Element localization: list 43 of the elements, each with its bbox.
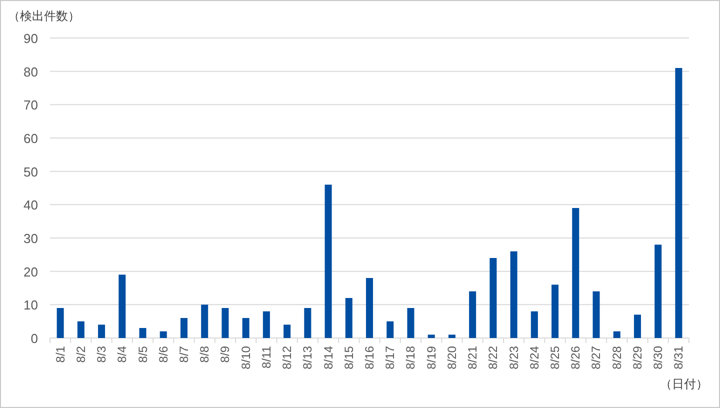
- xtick: 8/26: [568, 346, 583, 370]
- xtick: 8/21: [466, 346, 480, 370]
- xtick: 8/14: [321, 346, 336, 370]
- xtick: 8/13: [300, 346, 315, 370]
- xtick: 8/17: [383, 346, 398, 370]
- ytick: 60: [24, 131, 38, 146]
- xtick: 8/18: [404, 346, 418, 370]
- xtick: 8/22: [486, 346, 500, 370]
- xtick: 8/12: [280, 346, 294, 370]
- xlabel: （日付）: [660, 377, 708, 391]
- xtick: 8/20: [444, 346, 459, 370]
- ytick: 10: [24, 298, 38, 313]
- xtick: 8/25: [548, 346, 562, 370]
- xtick: 8/28: [610, 346, 624, 370]
- xtick: 8/16: [362, 346, 376, 370]
- xtick: 8/15: [342, 346, 356, 370]
- xtick: 8/29: [630, 346, 644, 370]
- xtick: 8/4: [115, 346, 130, 363]
- ylabel: （検出件数）: [8, 9, 80, 23]
- ytick: 40: [24, 198, 38, 213]
- xtick: 8/9: [218, 346, 232, 363]
- ytick: 80: [24, 64, 38, 80]
- xtick: 8/11: [259, 346, 274, 368]
- xtick: 8/3: [94, 346, 109, 363]
- xtick: 8/24: [527, 346, 542, 370]
- xtick: 8/31: [672, 346, 686, 370]
- xtick: 8/1: [53, 346, 68, 363]
- xtick: 8/19: [424, 346, 438, 370]
- xtick: 8/30: [651, 346, 666, 370]
- xtick: 8/10: [238, 346, 253, 370]
- xtick: 8/2: [74, 346, 88, 363]
- ytick: 0: [30, 331, 38, 346]
- ytick: 90: [24, 31, 38, 46]
- ytick: 70: [24, 98, 38, 113]
- xtick: 8/5: [136, 346, 150, 363]
- ytick: 20: [24, 264, 38, 280]
- xtick: 8/8: [198, 346, 212, 363]
- xtick: 8/27: [589, 346, 604, 370]
- ytick: 50: [24, 164, 38, 180]
- xtick: 8/6: [156, 346, 170, 363]
- ytick: 30: [24, 231, 38, 246]
- xtick: 8/7: [176, 346, 191, 363]
- xtick: 8/23: [506, 346, 521, 370]
